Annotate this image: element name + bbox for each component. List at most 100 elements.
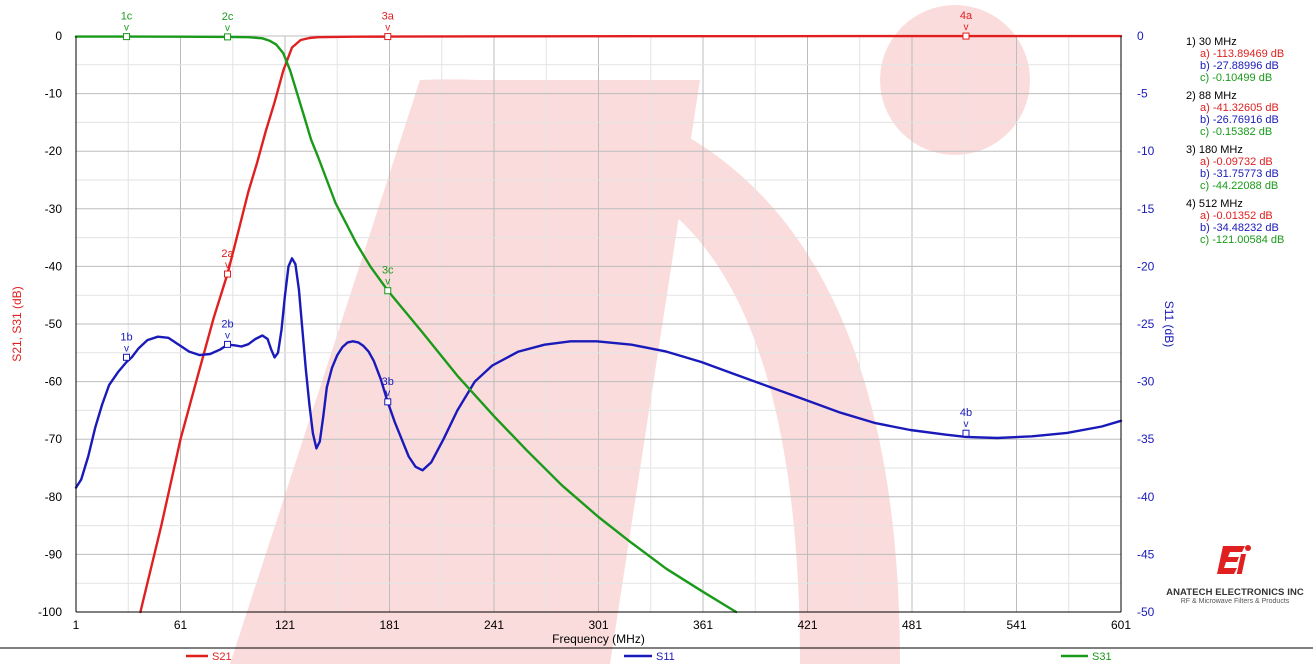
marker-label-4a: 4a [960, 10, 973, 22]
x-axis-label: Frequency (MHz) [552, 632, 645, 646]
y-right-tick-label: -20 [1137, 259, 1155, 273]
x-tick-label: 241 [484, 618, 504, 632]
y-right-tick-label: -30 [1137, 375, 1155, 389]
company-tagline: RF & Microwave Filters & Products [1180, 598, 1290, 605]
x-tick-label: 61 [174, 618, 188, 632]
series-line-s21 [139, 34, 1123, 614]
y-right-axis-label: S11 (dB) [1162, 301, 1176, 347]
x-tick-label: 541 [1006, 618, 1026, 632]
marker-arrow-2b: v [225, 330, 230, 341]
marker-readout-value: b) -26.76916 dB [1200, 114, 1279, 126]
marker-arrow-3c: v [385, 277, 390, 288]
marker-label-1b: 1b [120, 331, 132, 343]
marker-label-1c: 1c [121, 11, 133, 23]
x-tick-label: 301 [588, 618, 608, 632]
marker-readout-header: 1) 30 MHz [1186, 36, 1237, 48]
y-left-tick-label: -90 [45, 547, 63, 561]
marker-label-4b: 4b [960, 407, 972, 419]
y-right-tick-label: -50 [1137, 605, 1155, 619]
marker-point-2a [224, 270, 232, 278]
marker-label-2a: 2a [221, 248, 234, 260]
x-tick-label: 481 [902, 618, 922, 632]
x-tick-label: 1 [73, 618, 80, 632]
y-left-tick-label: -50 [45, 317, 63, 331]
y-left-tick-label: -80 [45, 490, 63, 504]
marker-point-4b [962, 429, 970, 437]
marker-readout-header: 3) 180 MHz [1186, 144, 1243, 156]
watermark-stroke-left [230, 80, 700, 664]
marker-readout-value: a) -0.01352 dB [1200, 210, 1273, 222]
marker-readout-header: 4) 512 MHz [1186, 198, 1243, 210]
y-left-tick-label: -70 [45, 432, 63, 446]
marker-readout-value: b) -27.88996 dB [1200, 60, 1279, 72]
series-line-s31 [74, 35, 738, 614]
marker-arrow-3b: v [385, 388, 390, 399]
watermark-arc [420, 79, 900, 665]
marker-arrow-1b: v [124, 343, 129, 354]
legend-label-s31: S31 [1092, 651, 1112, 663]
marker-readout-value: a) -113.89469 dB [1200, 48, 1285, 60]
x-tick-label: 181 [379, 618, 399, 632]
watermark-logo [230, 5, 1030, 665]
y-right-tick-label: -15 [1137, 202, 1155, 216]
marker-point-3a [384, 33, 392, 41]
marker-label-3c: 3c [382, 265, 394, 277]
anatech-logo-icon [1217, 545, 1251, 574]
brand-block: ANATECH ELECTRONICS INC RF & Microwave F… [1160, 540, 1310, 605]
y-left-tick-label: -40 [45, 259, 63, 273]
marker-point-1c [123, 33, 131, 41]
marker-readout-value: c) -44.22088 dB [1200, 180, 1279, 192]
y-left-tick-label: -10 [45, 87, 63, 101]
x-tick-label: 361 [693, 618, 713, 632]
legend-label-s21: S21 [212, 651, 232, 663]
marker-readout-group: 2) 88 MHz a) -41.32605 dB b) -26.76916 dB c… [1186, 90, 1311, 138]
marker-point-1b [123, 353, 131, 361]
y-right-tick-label: -25 [1137, 317, 1155, 331]
y-left-tick-label: -100 [38, 605, 62, 619]
marker-point-2c [224, 33, 232, 41]
marker-label-3b: 3b [382, 376, 394, 388]
marker-label-3a: 3a [382, 11, 395, 23]
marker-readout-value: c) -0.15382 dB [1200, 126, 1273, 138]
marker-readout-value: a) -0.09732 dB [1200, 156, 1273, 168]
marker-point-4a [962, 32, 970, 40]
marker-arrow-1c: v [124, 23, 129, 34]
y-left-tick-label: -30 [45, 202, 63, 216]
y-right-tick-label: -45 [1137, 547, 1155, 561]
marker-readout-group: 4) 512 MHz a) -0.01352 dB b) -34.48232 dB c… [1186, 198, 1311, 246]
marker-point-2b [224, 340, 232, 348]
legend-label-s11: S11 [656, 651, 675, 663]
marker-arrow-2a: v [225, 260, 230, 271]
series-layer [74, 34, 1123, 614]
marker-arrow-4a: v [963, 22, 968, 33]
marker-arrow-2c: v [225, 23, 230, 34]
marker-arrow-4b: v [963, 419, 968, 430]
marker-readout-value: a) -41.32605 dB [1200, 102, 1279, 114]
chart-axes: 0 -10 -20 -30 -40 -50 -60 -70 -80 -90 -100 0 -5 -10 -1… [10, 29, 1176, 646]
marker-readout-group: 1) 30 MHz a) -113.89469 dB b) -27.88996 dB… [1186, 36, 1311, 84]
marker-readout-value: b) -31.75773 dB [1200, 168, 1279, 180]
marker-readout-value: c) -0.10499 dB [1200, 72, 1273, 84]
y-left-tick-label: -60 [45, 375, 63, 389]
y-left-axis-label: S21, S31 (dB) [10, 286, 24, 361]
marker-readout-panel: 1) 30 MHz a) -113.89469 dB b) -27.88996 dB… [1186, 36, 1311, 252]
marker-readout-header: 2) 88 MHz [1186, 90, 1237, 102]
y-right-tick-label: -5 [1137, 87, 1148, 101]
marker-arrow-3a: v [385, 23, 390, 34]
y-right-tick-label: 0 [1137, 29, 1144, 43]
marker-label-2b: 2b [221, 318, 233, 330]
y-left-tick-label: 0 [55, 29, 62, 43]
x-tick-label: 421 [797, 618, 817, 632]
chart-legend: S21 S11 S31 [0, 647, 1313, 663]
x-tick-label: 121 [275, 618, 295, 632]
y-right-tick-label: -35 [1137, 432, 1155, 446]
marker-readout-group: 3) 180 MHz a) -0.09732 dB b) -31.75773 dB c… [1186, 144, 1311, 192]
marker-readout-value: c) -121.00584 dB [1200, 234, 1285, 246]
y-left-tick-label: -20 [45, 144, 63, 158]
watermark-dot [880, 5, 1030, 155]
company-name: ANATECH ELECTRONICS INC [1166, 587, 1304, 598]
marker-label-2c: 2c [222, 11, 234, 23]
marker-point-3b [384, 398, 392, 406]
